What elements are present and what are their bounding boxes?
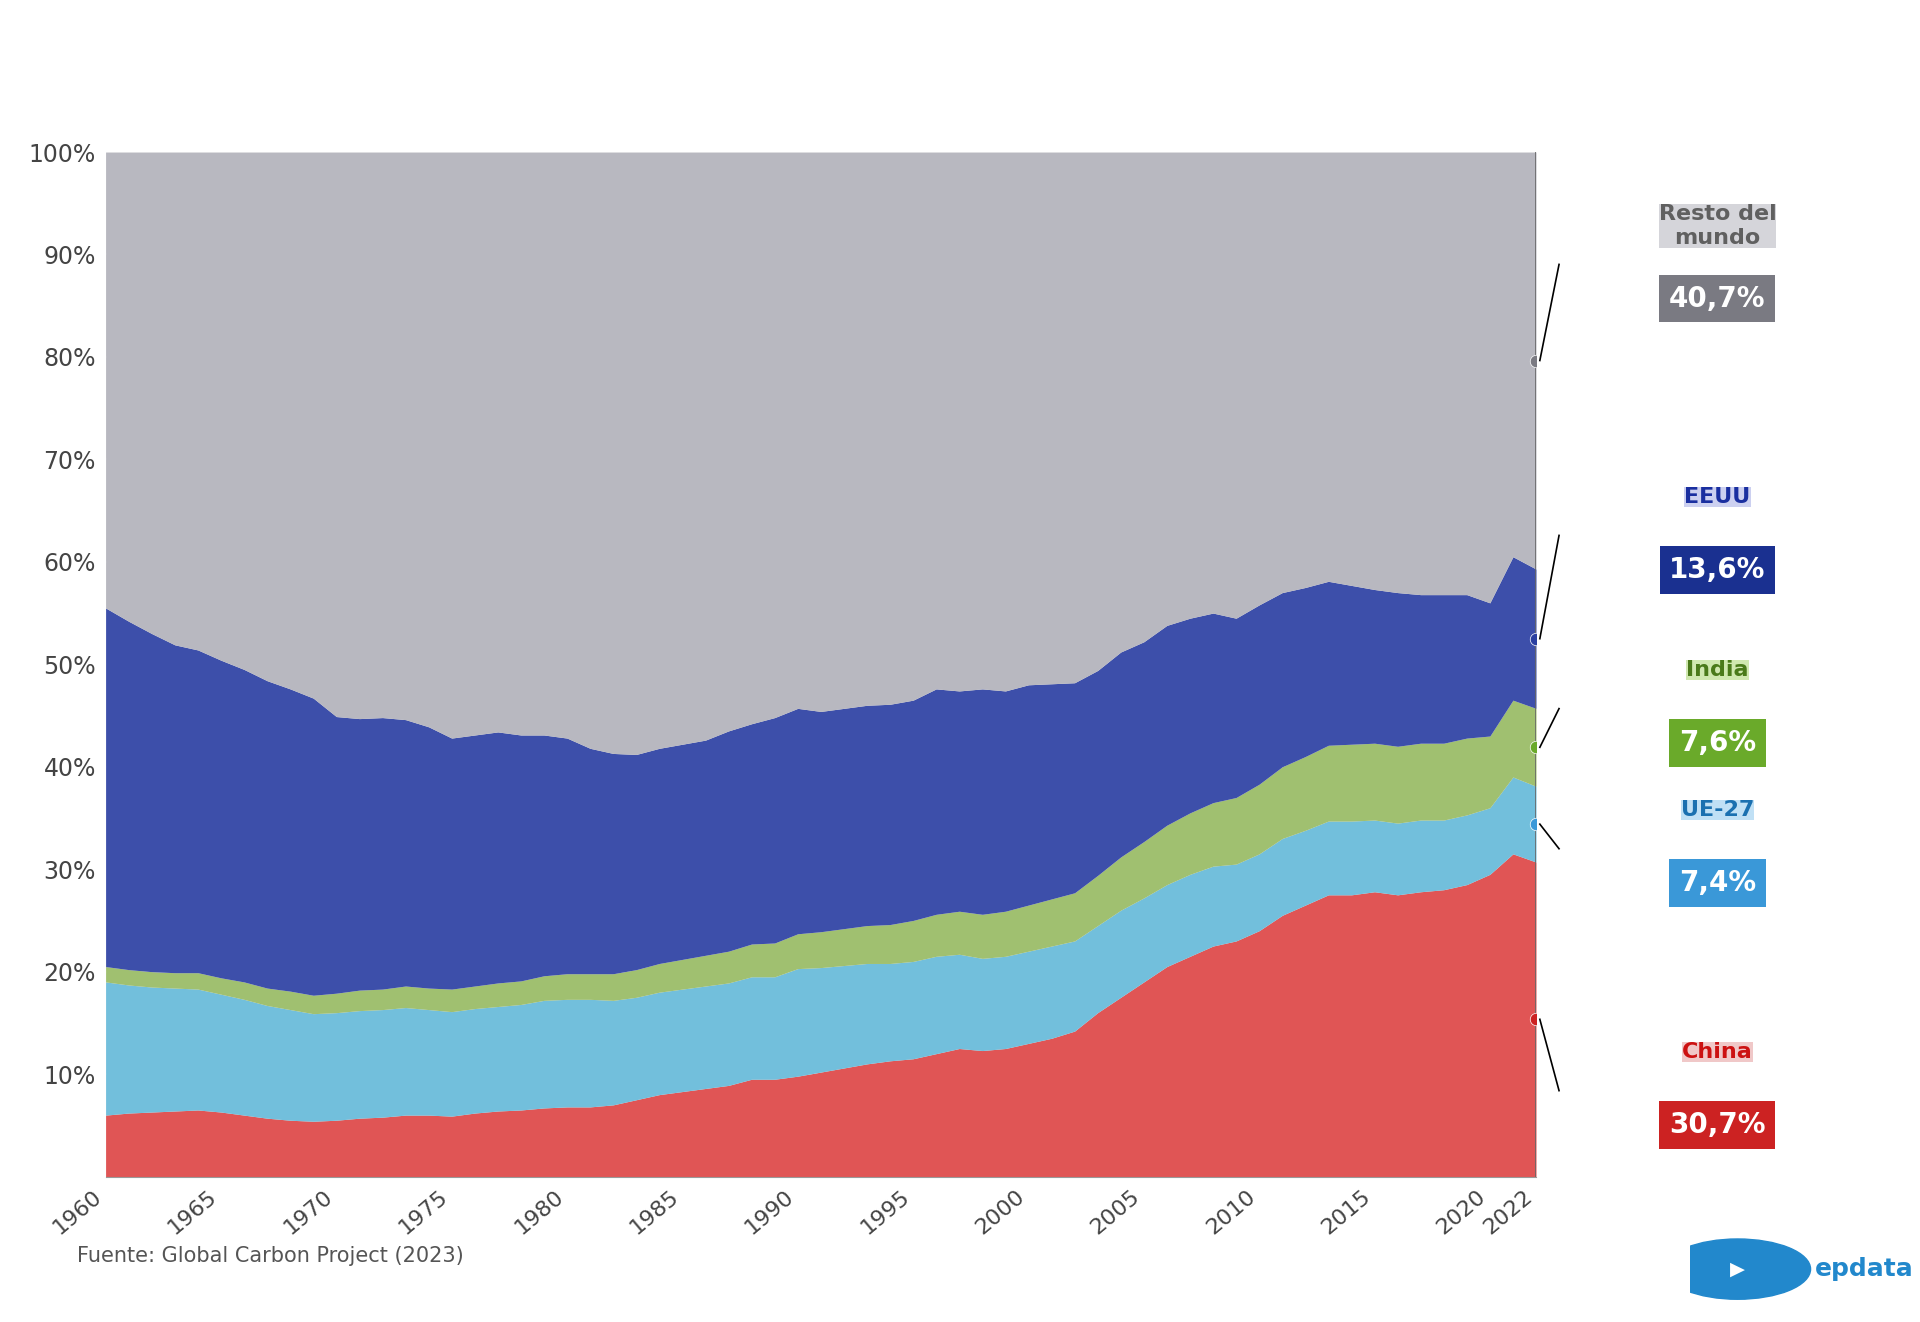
Text: 30,7%: 30,7% — [1668, 1110, 1766, 1140]
Text: UE-27: UE-27 — [1680, 800, 1755, 821]
Text: 7,6%: 7,6% — [1678, 728, 1757, 758]
Text: 40,7%: 40,7% — [1668, 284, 1766, 313]
Text: India: India — [1686, 660, 1749, 681]
Text: 13,6%: 13,6% — [1668, 555, 1766, 584]
Circle shape — [1665, 1239, 1811, 1300]
Text: ▶: ▶ — [1730, 1260, 1745, 1278]
Text: Fuente: Global Carbon Project (2023): Fuente: Global Carbon Project (2023) — [77, 1247, 463, 1266]
Text: Porcentaje que representan las emisiones de CO2 en el mundo según origen: Porcentaje que representan las emisiones… — [35, 52, 1920, 99]
Text: epdata: epdata — [1814, 1257, 1912, 1281]
Text: Resto del
mundo: Resto del mundo — [1659, 205, 1776, 247]
Text: EEUU: EEUU — [1684, 486, 1751, 508]
Text: China: China — [1682, 1042, 1753, 1063]
Text: 7,4%: 7,4% — [1678, 869, 1757, 898]
